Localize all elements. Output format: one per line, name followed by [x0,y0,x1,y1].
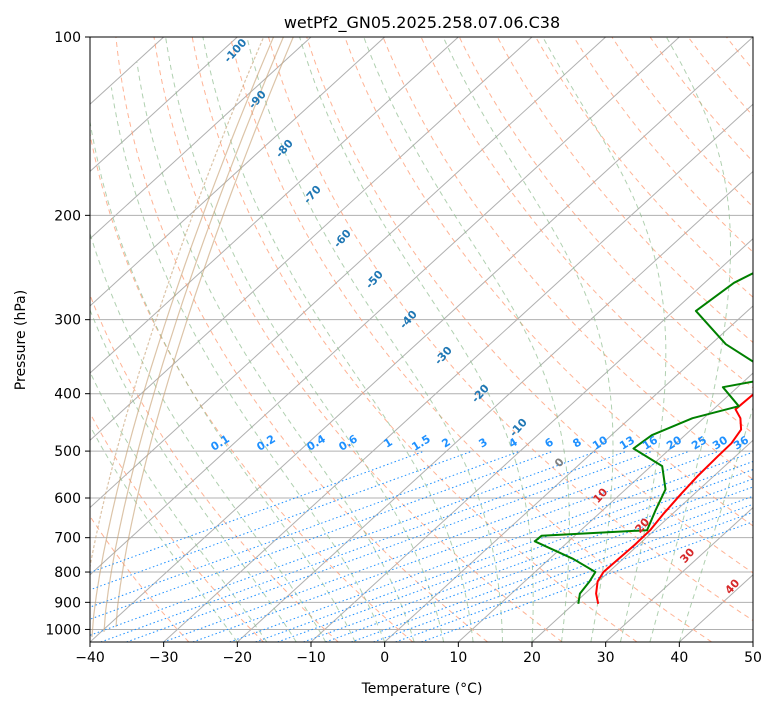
x-tick-label: 20 [523,650,541,666]
x-tick-label: −30 [149,650,179,666]
wetbulb-curve [103,37,285,633]
x-axis-label: Temperature (°C) [361,681,483,697]
moist-adiabat [246,37,503,642]
x-axis-ticks: −40 −30 −20 −10 0 10 20 30 40 50 [75,642,762,666]
mixing-ratio-line [395,511,753,642]
y-tick-label: 800 [54,565,81,581]
pressure-gridlines [90,37,753,630]
mixing-ratio-line [100,450,628,642]
dry-adiabat [90,131,414,642]
wetbulb-curve [115,37,294,628]
dry-adiabat [191,37,638,642]
dry-adiabat [90,515,190,642]
dry-adiabat [573,37,753,253]
temperature-line [595,393,753,605]
x-tick-label: −10 [296,650,326,666]
isotherm-line [90,37,680,576]
y-axis-label: Pressure (hPa) [13,290,29,390]
isotherm-line [90,37,312,240]
x-tick-label: −40 [75,650,105,666]
x-tick-label: 50 [744,650,762,666]
wetbulb-curve [91,37,275,638]
moist-adiabat [202,37,474,642]
plot-area: 0.1 0.2 0.4 0.6 1 1.5 2 3 4 6 8 10 13 16 20 25 30 36-100-… [90,37,753,642]
dry-adiabat [229,37,712,642]
mixing-ratio-line [90,450,554,620]
moist-adiabat [90,370,268,642]
moist-adiabat [90,231,327,642]
moist-adiabat-lines [90,37,753,642]
isotherm-line [90,37,386,307]
isotherm-line [605,506,753,642]
dry-adiabat [306,37,753,574]
y-tick-label: 900 [54,595,81,611]
moist-adiabat [165,37,445,642]
mixing-ratio-line [303,478,753,642]
mixing-ratio-line [229,451,753,642]
x-tick-label: 30 [597,650,615,666]
mixing-ratio-line [255,460,753,642]
y-tick-label: 500 [54,444,81,460]
y-tick-label: 400 [54,387,81,403]
isotherm-line [90,37,238,173]
mixing-ratio-line [192,450,720,642]
dry-adiabat [382,37,753,481]
moist-adiabat [363,37,570,642]
y-tick-label: 300 [54,313,81,329]
dry-adiabat [90,293,339,642]
sounding-series [533,272,753,605]
isotherm-line [90,37,533,442]
plot-frame [89,36,754,643]
x-tick-label: 10 [449,650,467,666]
isotherm-line [384,305,753,642]
moist-adiabat [136,62,415,642]
y-tick-label: 1000 [45,622,81,638]
mixing-ratio-line [277,469,753,642]
x-tick-label: 40 [670,650,688,666]
moist-adiabat [649,37,731,642]
dry-adiabat [611,37,753,208]
isotherm-line [310,237,753,642]
moist-adiabat [442,37,614,642]
chart-title: wetPf2_GN05.2025.258.07.06.C38 [284,13,560,33]
dry-adiabat [153,37,563,642]
isotherm-line [163,103,753,642]
y-tick-label: 700 [54,531,81,547]
dry-adiabat [115,37,488,642]
y-tick-label: 200 [54,208,81,224]
wetbulb-curves [90,37,294,638]
moist-adiabat [90,118,356,642]
isotherm-line [236,170,753,642]
mixing-ratio-lines [90,450,753,642]
mixing-ratio-line [126,450,653,642]
mixing-ratio-line [325,486,753,642]
mixing-ratio-line [90,450,598,636]
isotherm-line [90,37,753,642]
mixing-ratio-line [351,495,753,642]
dry-adiabat [496,37,753,344]
mixing-ratio-line [373,503,753,642]
x-tick-label: −20 [223,650,253,666]
moist-adiabat [542,37,667,642]
dry-adiabat [268,37,753,622]
x-tick-label: 0 [380,650,389,666]
mixing-ratio-line [421,521,753,642]
moist-adiabat [110,87,386,642]
y-tick-label: 600 [54,491,81,507]
moist-adiabat [90,308,297,642]
dewpoint-line [533,272,753,604]
dry-adiabat [649,37,753,163]
y-tick-label: 100 [54,30,81,46]
isotherm-line [90,37,459,374]
dry-adiabat-lines [90,37,753,642]
y-axis-ticks: 100 200 300 400 500 600 700 800 900 1000 [45,30,90,638]
mixing-ratio-line [163,450,690,642]
dry-adiabat [535,37,753,298]
dry-adiabat [90,412,264,642]
moist-adiabat [299,37,534,642]
isotherm-line [90,37,607,509]
